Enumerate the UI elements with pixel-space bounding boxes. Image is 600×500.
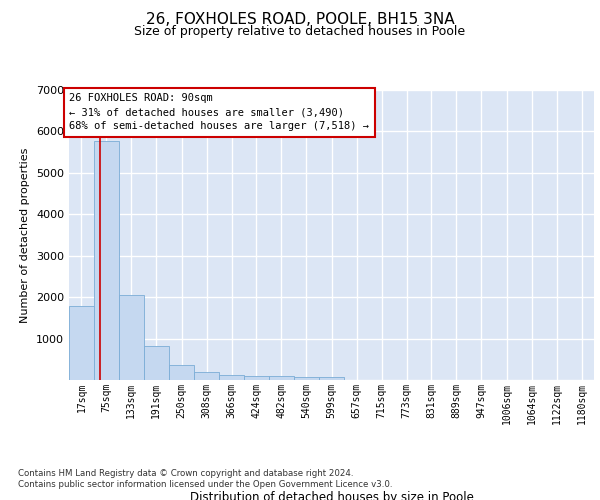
Y-axis label: Number of detached properties: Number of detached properties — [20, 148, 31, 322]
Bar — [94, 140, 119, 380]
Text: 26 FOXHOLES ROAD: 90sqm
← 31% of detached houses are smaller (3,490)
68% of semi: 26 FOXHOLES ROAD: 90sqm ← 31% of detache… — [70, 94, 370, 132]
Text: Contains HM Land Registry data © Crown copyright and database right 2024.: Contains HM Land Registry data © Crown c… — [18, 468, 353, 477]
Bar — [219, 375, 244, 380]
Bar — [319, 377, 344, 380]
Bar — [69, 306, 94, 380]
Bar — [294, 376, 319, 380]
Text: Contains public sector information licensed under the Open Government Licence v3: Contains public sector information licen… — [18, 480, 392, 489]
Bar — [194, 372, 219, 380]
Bar — [269, 376, 293, 380]
Text: 26, FOXHOLES ROAD, POOLE, BH15 3NA: 26, FOXHOLES ROAD, POOLE, BH15 3NA — [146, 12, 454, 28]
Bar — [169, 365, 194, 380]
Text: Size of property relative to detached houses in Poole: Size of property relative to detached ho… — [134, 25, 466, 38]
Bar — [144, 346, 169, 380]
Bar — [119, 295, 143, 380]
Bar — [244, 376, 269, 380]
X-axis label: Distribution of detached houses by size in Poole: Distribution of detached houses by size … — [190, 490, 473, 500]
